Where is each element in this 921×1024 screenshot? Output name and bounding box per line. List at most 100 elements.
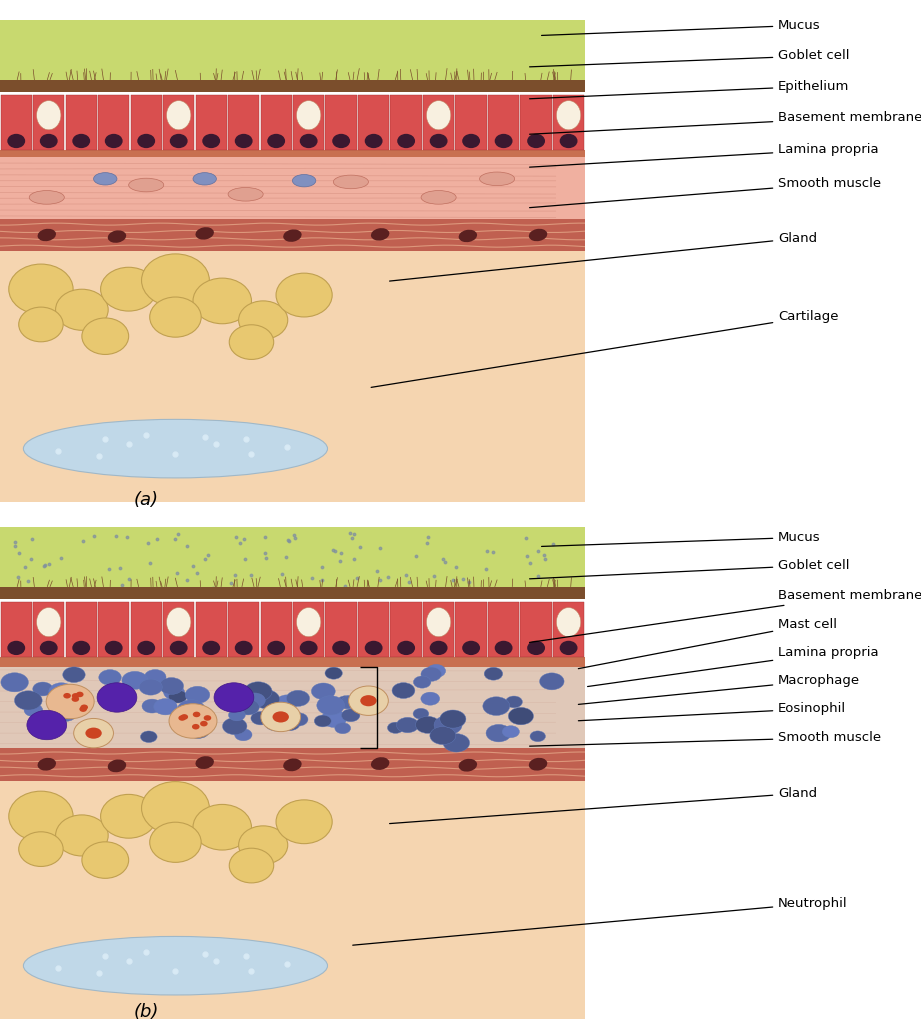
Ellipse shape	[142, 699, 162, 713]
Ellipse shape	[100, 795, 157, 839]
Ellipse shape	[506, 696, 522, 708]
Text: Macrophage: Macrophage	[578, 674, 860, 705]
Ellipse shape	[80, 705, 88, 710]
Ellipse shape	[37, 100, 61, 130]
Ellipse shape	[1, 673, 29, 692]
Ellipse shape	[430, 641, 448, 655]
Ellipse shape	[392, 683, 414, 698]
Bar	[98, 95, 129, 150]
Ellipse shape	[169, 641, 188, 655]
Ellipse shape	[239, 301, 287, 339]
Ellipse shape	[37, 607, 61, 637]
Ellipse shape	[483, 696, 509, 716]
Ellipse shape	[286, 690, 309, 707]
Text: (b): (b)	[134, 1004, 159, 1022]
Ellipse shape	[267, 134, 286, 148]
Bar	[98, 602, 129, 656]
Ellipse shape	[79, 707, 87, 712]
Text: Gland: Gland	[390, 231, 817, 281]
Ellipse shape	[261, 702, 300, 731]
Ellipse shape	[145, 670, 166, 685]
Bar	[520, 95, 552, 150]
Bar	[131, 95, 162, 150]
Ellipse shape	[55, 289, 108, 331]
Ellipse shape	[495, 134, 513, 148]
Ellipse shape	[97, 683, 137, 712]
Text: Basement membrane: Basement membrane	[530, 112, 921, 134]
Ellipse shape	[150, 822, 201, 862]
Ellipse shape	[462, 641, 480, 655]
Ellipse shape	[105, 134, 122, 148]
Ellipse shape	[56, 708, 76, 721]
Ellipse shape	[527, 134, 545, 148]
Ellipse shape	[193, 279, 251, 324]
Text: Basement membrane: Basement membrane	[530, 589, 921, 642]
Ellipse shape	[72, 696, 79, 701]
Ellipse shape	[317, 695, 344, 715]
Ellipse shape	[371, 757, 390, 770]
Ellipse shape	[237, 690, 260, 707]
Bar	[163, 95, 194, 150]
Ellipse shape	[396, 718, 419, 733]
Ellipse shape	[341, 695, 359, 709]
Text: Goblet cell: Goblet cell	[530, 559, 850, 579]
Ellipse shape	[76, 691, 84, 697]
Ellipse shape	[263, 713, 291, 731]
Ellipse shape	[560, 134, 577, 148]
Ellipse shape	[185, 686, 210, 703]
Ellipse shape	[421, 667, 441, 681]
Bar	[0, 780, 585, 918]
Ellipse shape	[23, 420, 328, 478]
Bar	[0, 656, 585, 667]
Text: (a): (a)	[134, 492, 158, 510]
Ellipse shape	[29, 190, 64, 204]
Ellipse shape	[63, 667, 86, 683]
Bar	[0, 219, 585, 251]
Ellipse shape	[414, 709, 429, 719]
Ellipse shape	[421, 190, 456, 204]
Ellipse shape	[170, 709, 190, 722]
Ellipse shape	[440, 710, 466, 728]
Bar	[391, 95, 422, 150]
Bar	[423, 602, 454, 656]
Ellipse shape	[365, 641, 382, 655]
Ellipse shape	[426, 100, 450, 130]
Ellipse shape	[228, 187, 263, 201]
Ellipse shape	[55, 815, 108, 856]
Ellipse shape	[235, 641, 252, 655]
Bar	[0, 20, 585, 86]
Ellipse shape	[193, 173, 216, 185]
Ellipse shape	[229, 848, 274, 883]
Ellipse shape	[82, 842, 129, 879]
Bar	[0, 395, 585, 502]
Ellipse shape	[169, 703, 217, 738]
Ellipse shape	[15, 691, 42, 710]
Ellipse shape	[137, 641, 155, 655]
Ellipse shape	[556, 607, 581, 637]
Ellipse shape	[244, 693, 265, 708]
Ellipse shape	[49, 683, 74, 700]
Text: Gland: Gland	[390, 786, 817, 823]
Ellipse shape	[397, 134, 415, 148]
Ellipse shape	[276, 695, 297, 710]
Ellipse shape	[122, 672, 148, 689]
Ellipse shape	[556, 100, 581, 130]
Text: Smooth muscle: Smooth muscle	[530, 177, 881, 208]
Ellipse shape	[195, 756, 214, 769]
Bar	[456, 602, 487, 656]
Bar	[0, 667, 585, 748]
Bar	[0, 80, 585, 92]
Ellipse shape	[38, 228, 56, 242]
Text: Mucus: Mucus	[542, 530, 821, 547]
Ellipse shape	[72, 641, 90, 655]
Ellipse shape	[333, 175, 368, 188]
Ellipse shape	[443, 733, 470, 752]
Bar	[195, 602, 227, 656]
Ellipse shape	[502, 726, 519, 737]
Bar	[358, 602, 390, 656]
Ellipse shape	[99, 670, 122, 685]
Ellipse shape	[332, 134, 350, 148]
Ellipse shape	[223, 718, 247, 734]
Ellipse shape	[40, 641, 58, 655]
Bar	[0, 912, 585, 1019]
